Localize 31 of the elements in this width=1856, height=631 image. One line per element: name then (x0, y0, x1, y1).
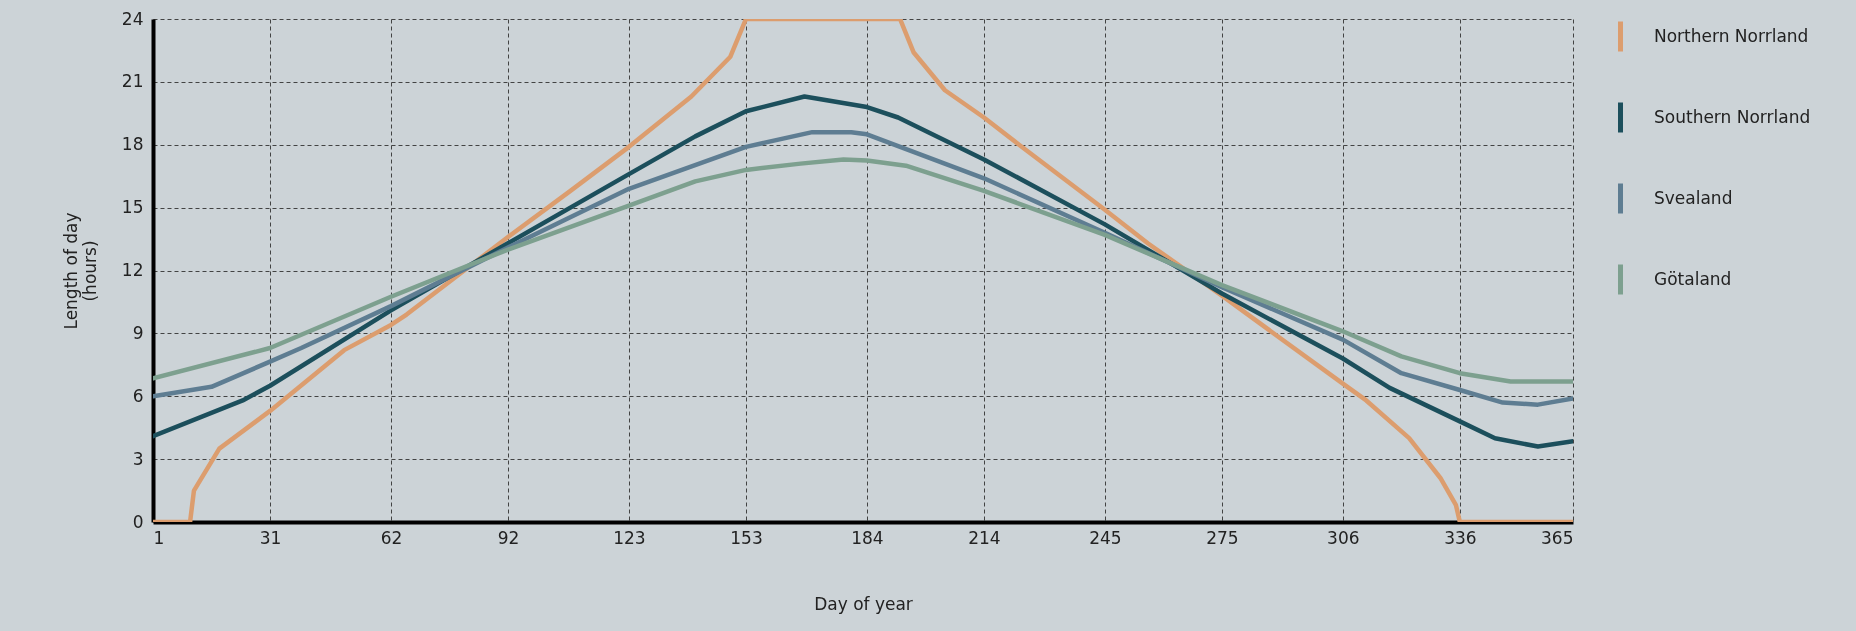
x-tick-label: 92 (497, 527, 520, 548)
legend-label: Northern Norrland (1654, 25, 1809, 46)
line-series (153, 94, 1573, 449)
x-tick-label: 365 (1541, 527, 1574, 548)
line-series (153, 157, 1573, 384)
x-tick-label: 62 (380, 527, 403, 548)
y-tick-label: 24 (121, 8, 144, 29)
y-tick-label: 21 (121, 71, 144, 92)
x-tick-label: 31 (259, 527, 282, 548)
y-tick-label: 9 (132, 322, 144, 343)
y-tick-label: 12 (121, 260, 144, 280)
x-tick-label: 306 (1327, 527, 1360, 548)
legend-label: Svealand (1654, 187, 1733, 208)
y-tick-label: 6 (132, 385, 144, 406)
legend-label: Götaland (1654, 268, 1732, 289)
x-tick-label: 275 (1206, 527, 1239, 548)
x-tick-label: 336 (1444, 527, 1477, 548)
y-tick-label: 15 (121, 197, 144, 218)
y-axis-title: Length of day (hours) (60, 212, 100, 330)
line-series (153, 19, 1573, 522)
x-tick-label: 245 (1089, 527, 1122, 548)
x-axis-title: Day of year (814, 593, 913, 614)
x-tick-label: 123 (613, 527, 646, 548)
y-tick-label: 3 (132, 448, 144, 469)
x-tick-label: 153 (730, 527, 763, 548)
y-tick-label: 0 (132, 511, 144, 532)
x-tick-label: 1 (153, 527, 165, 548)
legend-label: Southern Norrland (1654, 106, 1811, 127)
y-tick-label: 18 (121, 134, 144, 155)
x-tick-label: 184 (851, 527, 884, 548)
x-tick-label: 214 (968, 527, 1001, 548)
